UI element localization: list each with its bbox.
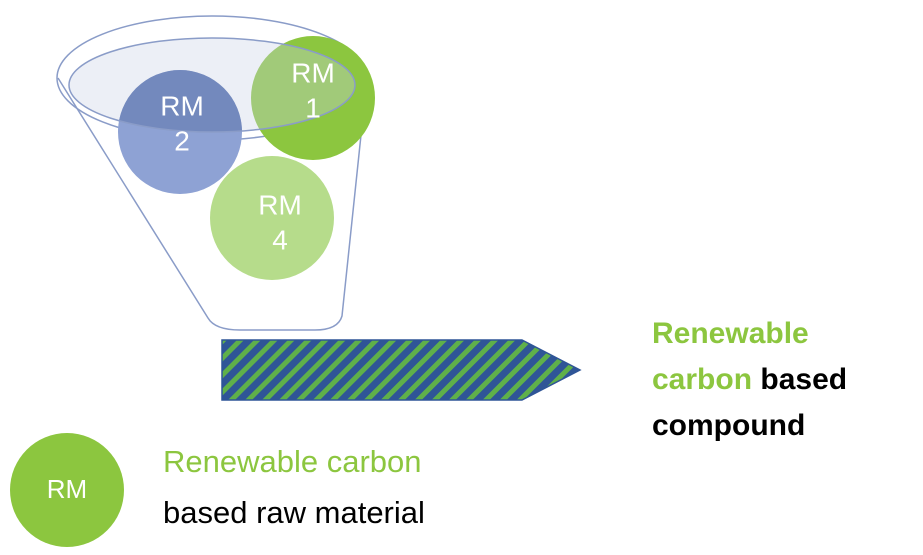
rm-label: RM	[258, 189, 302, 220]
rm-circle-top	[118, 70, 242, 132]
rm-circle	[210, 156, 334, 280]
legend-text: Renewable carbon	[163, 444, 422, 479]
output-green: carbon	[652, 363, 752, 396]
legend-text: based raw material	[163, 495, 425, 530]
legend-symbol-label: RM	[47, 474, 87, 504]
arrow	[221, 339, 582, 401]
output-line: compound	[652, 409, 805, 442]
funnel-body	[57, 77, 368, 331]
funnel-inner	[68, 37, 356, 133]
output-black: based	[760, 363, 847, 396]
rm-number: 1	[305, 92, 321, 123]
rm-number: 2	[174, 125, 190, 156]
legend-symbol	[10, 433, 124, 547]
rm-label: RM	[160, 90, 204, 121]
rm-number: 4	[272, 224, 288, 255]
rm-label: RM	[291, 57, 335, 88]
output-line: Renewable	[652, 317, 809, 350]
output-line: carbon based	[652, 363, 847, 396]
